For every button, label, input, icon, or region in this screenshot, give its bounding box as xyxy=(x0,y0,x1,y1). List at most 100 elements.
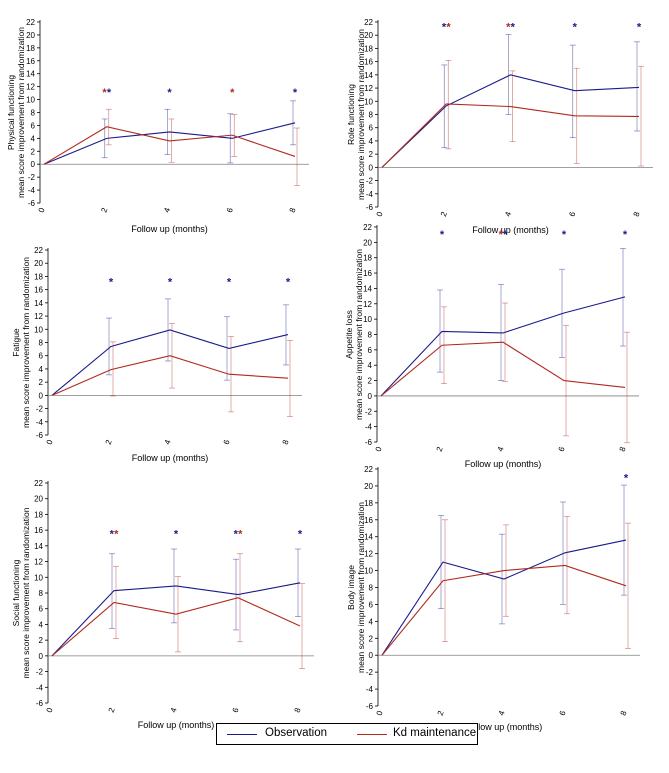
x-tick-label: 8 xyxy=(632,210,642,218)
significance-star: * xyxy=(110,528,115,540)
legend-kd-maintenance-label: Kd maintenance xyxy=(393,727,477,739)
chart-panel-1: -6 -4 -2 0 2 4 6 8 10 12 14 16 18 20 22 0 2 4 6 8 Follow up … xyxy=(6,18,309,234)
significance-star: * xyxy=(511,22,516,34)
y-tick-label: 2 xyxy=(369,150,374,159)
x-tick-label: 0 xyxy=(375,210,385,218)
y-tick-label: 0 xyxy=(39,652,44,661)
y-tick-label: 4 xyxy=(368,361,373,370)
y-tick-label: -6 xyxy=(36,431,44,440)
significance-star: * xyxy=(230,87,235,99)
significance-star: * xyxy=(167,87,172,99)
y-tick-label: 22 xyxy=(34,479,43,488)
significance-star: * xyxy=(293,87,298,99)
y-axis-label: Fatigue xyxy=(11,328,21,357)
series-line-kd-maintenance xyxy=(381,103,640,168)
y-tick-label: 6 xyxy=(31,121,36,130)
y-tick-label: 4 xyxy=(39,620,44,629)
y-axis-label: Physical functioning xyxy=(6,75,16,150)
y-tick-label: 16 xyxy=(363,269,372,278)
y-tick-label: 14 xyxy=(34,299,43,308)
y-tick-label: 6 xyxy=(369,124,374,133)
x-axis-label: Follow up (months) xyxy=(465,459,542,469)
y-tick-label: 2 xyxy=(39,378,44,387)
significance-star: * xyxy=(503,229,508,241)
significance-star: * xyxy=(499,229,504,241)
y-tick-label: 12 xyxy=(26,83,35,92)
significance-star: * xyxy=(174,528,179,540)
x-tick-label: 2 xyxy=(107,706,117,714)
x-axis-label: Follow up (months) xyxy=(131,224,208,234)
y-tick-label: 8 xyxy=(369,111,374,120)
y-tick-label: 8 xyxy=(369,584,374,593)
y-tick-label: 22 xyxy=(363,223,372,232)
y-axis-label: mean score improvement from randomizatio… xyxy=(356,29,366,200)
y-tick-label: 18 xyxy=(363,254,372,263)
y-tick-label: 14 xyxy=(363,284,372,293)
y-tick-label: 20 xyxy=(34,259,43,268)
y-tick-label: 10 xyxy=(363,315,372,324)
significance-star: * xyxy=(298,528,303,540)
significance-star: * xyxy=(573,22,578,34)
y-tick-label: 16 xyxy=(364,58,373,67)
y-tick-label: 18 xyxy=(34,272,43,281)
x-axis-label: Follow up (months) xyxy=(472,225,549,235)
y-axis-label: Role functioning xyxy=(346,84,356,145)
x-tick-label: 0 xyxy=(37,206,47,214)
y-tick-label: 0 xyxy=(368,392,373,401)
y-tick-label: -4 xyxy=(28,186,36,195)
x-tick-label: 2 xyxy=(436,709,446,717)
significance-star: * xyxy=(637,22,642,34)
x-tick-label: 6 xyxy=(558,709,568,717)
y-tick-label: 14 xyxy=(364,71,373,80)
series-line-observation xyxy=(51,582,301,657)
y-tick-label: 20 xyxy=(364,482,373,491)
x-tick-label: 0 xyxy=(374,445,384,453)
x-tick-label: 0 xyxy=(45,706,55,714)
y-tick-label: -4 xyxy=(366,685,374,694)
y-tick-label: 20 xyxy=(364,31,373,40)
y-tick-label: -6 xyxy=(28,199,36,208)
y-tick-label: 10 xyxy=(364,97,373,106)
x-tick-label: 8 xyxy=(281,438,291,446)
y-tick-label: 10 xyxy=(364,567,373,576)
y-tick-label: 2 xyxy=(368,377,373,386)
significance-star: * xyxy=(168,277,173,289)
series-line-observation xyxy=(51,329,289,396)
x-tick-label: 0 xyxy=(375,709,385,717)
significance-star: * xyxy=(623,229,628,241)
x-tick-label: 4 xyxy=(163,438,173,446)
y-axis-label: Body image xyxy=(346,565,356,610)
y-tick-label: 12 xyxy=(363,300,372,309)
legend-kd-maintenance-line xyxy=(357,734,387,735)
significance-star: * xyxy=(624,472,629,484)
y-tick-label: 22 xyxy=(34,246,43,255)
y-tick-label: 12 xyxy=(364,550,373,559)
y-tick-label: 14 xyxy=(26,70,35,79)
y-tick-label: 6 xyxy=(39,352,44,361)
y-tick-label: -2 xyxy=(36,405,44,414)
legend-observation-label: Observation xyxy=(265,727,328,739)
y-axis-label: mean score improvement from randomizatio… xyxy=(356,502,366,673)
y-tick-label: 18 xyxy=(26,44,35,53)
y-tick-label: 18 xyxy=(34,510,43,519)
y-tick-label: 16 xyxy=(34,526,43,535)
y-tick-label: 4 xyxy=(369,617,374,626)
series-line-kd-maintenance xyxy=(380,341,626,397)
series-line-observation xyxy=(43,122,296,165)
y-tick-label: -4 xyxy=(36,418,44,427)
chart-panel-5: -6 -4 -2 0 2 4 6 8 10 12 14 16 18 20 22 0 2 4 6 8 Follow up … xyxy=(11,479,314,730)
y-tick-label: 0 xyxy=(369,163,374,172)
y-tick-label: 0 xyxy=(31,160,36,169)
chart-legend: Observation Kd maintenance xyxy=(216,723,478,745)
x-tick-label: 4 xyxy=(496,445,506,453)
x-tick-label: 8 xyxy=(288,206,298,214)
y-tick-label: -4 xyxy=(365,423,373,432)
x-tick-label: 4 xyxy=(497,709,507,717)
series-line-kd-maintenance xyxy=(43,126,296,165)
y-tick-label: 6 xyxy=(369,600,374,609)
x-tick-label: 4 xyxy=(162,206,172,214)
y-tick-label: 16 xyxy=(34,286,43,295)
y-tick-label: 10 xyxy=(34,573,43,582)
y-axis-label: mean score improvement from randomizatio… xyxy=(21,507,31,678)
